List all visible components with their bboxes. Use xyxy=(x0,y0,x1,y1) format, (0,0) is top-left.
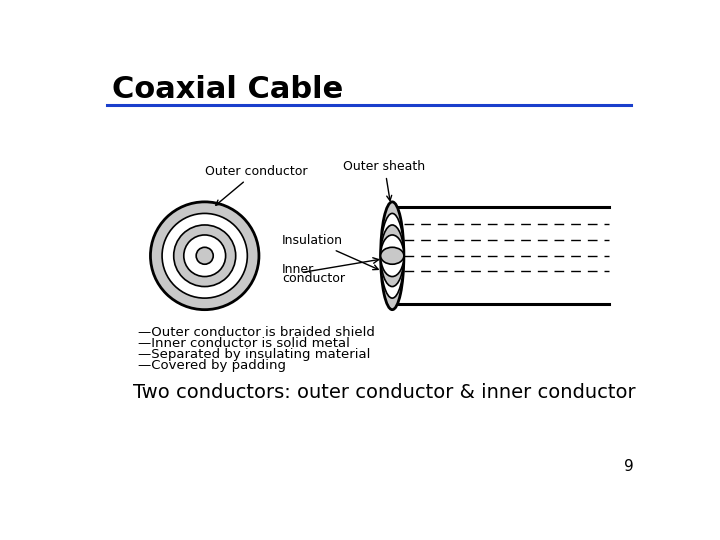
Text: Outer conductor: Outer conductor xyxy=(205,165,308,205)
Text: Insulation: Insulation xyxy=(282,234,378,269)
Text: —Covered by padding: —Covered by padding xyxy=(138,359,286,372)
Circle shape xyxy=(150,202,259,309)
Text: Inner: Inner xyxy=(282,263,315,276)
Text: conductor: conductor xyxy=(282,272,345,285)
Text: —Outer conductor is braided shield: —Outer conductor is braided shield xyxy=(138,326,375,339)
Circle shape xyxy=(196,247,213,264)
Text: Coaxial Cable: Coaxial Cable xyxy=(112,75,343,104)
Circle shape xyxy=(174,225,235,287)
Ellipse shape xyxy=(381,202,404,309)
Ellipse shape xyxy=(381,247,404,264)
Ellipse shape xyxy=(381,235,404,276)
Circle shape xyxy=(184,235,225,276)
Text: 9: 9 xyxy=(624,459,634,474)
Ellipse shape xyxy=(381,225,404,287)
Text: —Separated by insulating material: —Separated by insulating material xyxy=(138,348,370,361)
Ellipse shape xyxy=(381,213,404,298)
Circle shape xyxy=(162,213,248,298)
Text: —Inner conductor is solid metal: —Inner conductor is solid metal xyxy=(138,337,350,350)
Text: Two conductors: outer conductor & inner conductor: Two conductors: outer conductor & inner … xyxy=(132,382,635,402)
Bar xyxy=(392,207,609,303)
Text: Outer sheath: Outer sheath xyxy=(343,160,426,201)
